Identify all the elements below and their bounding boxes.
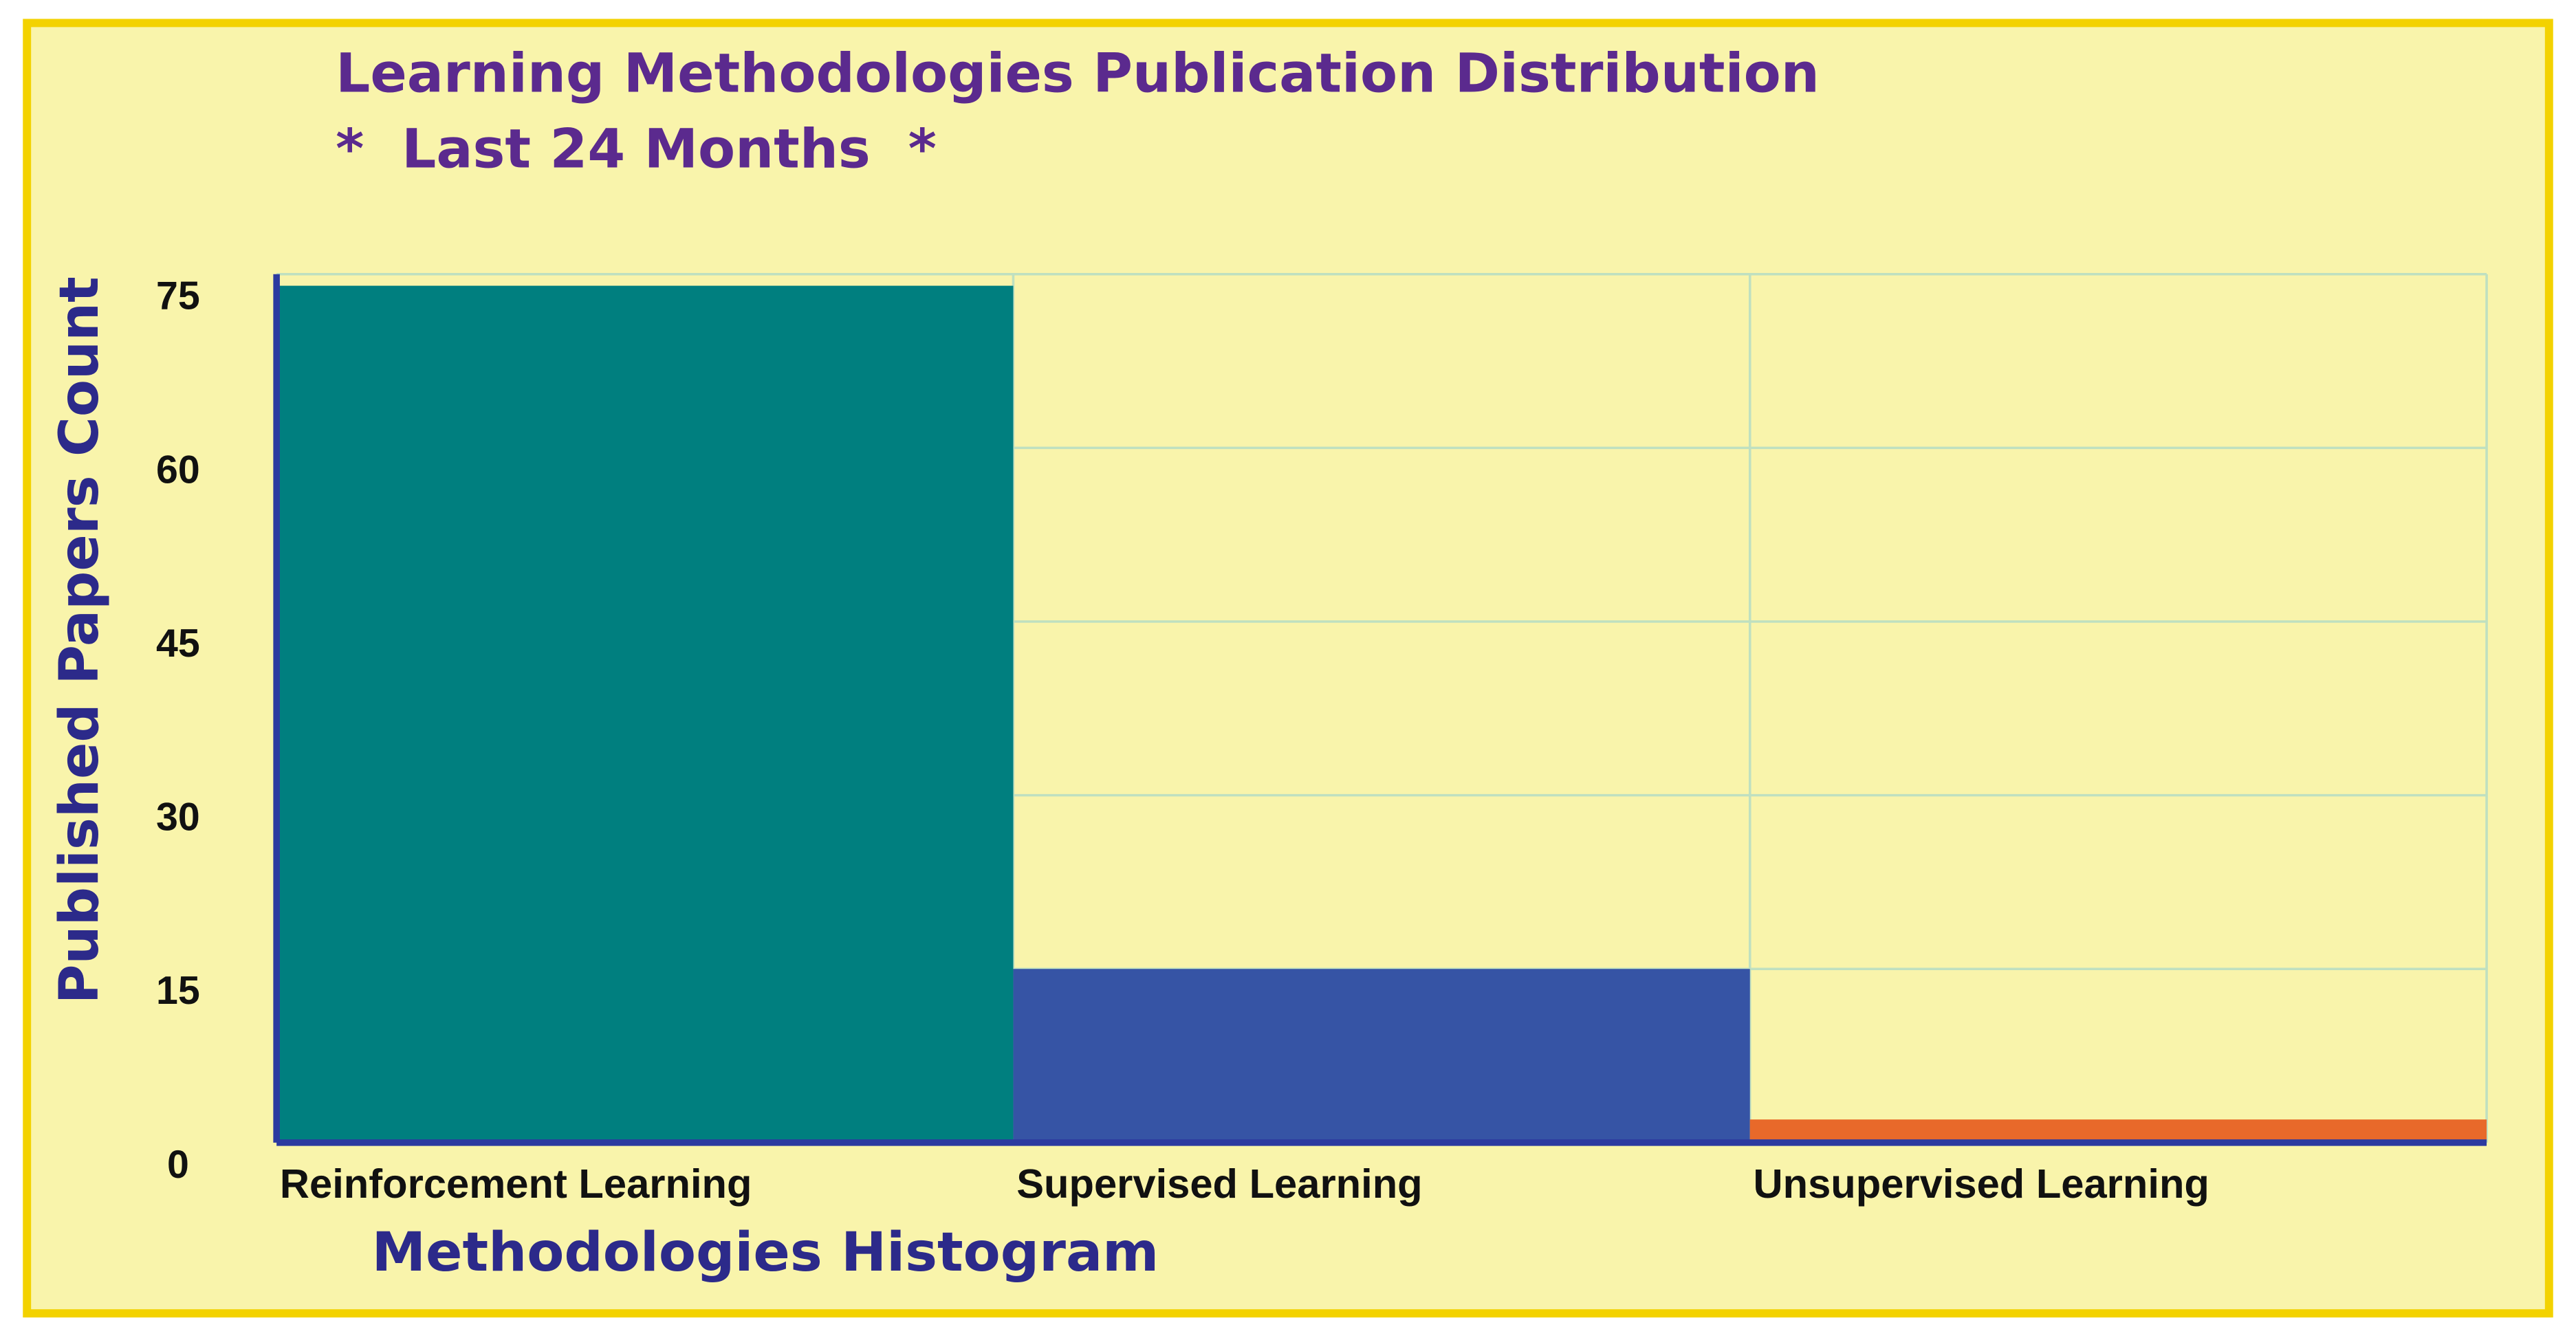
bar bbox=[276, 285, 1014, 1143]
plot-area: 0 15 30 45 60 75 Reinforcement Learning Supervi… bbox=[156, 272, 2488, 1207]
y-tick-label: 30 bbox=[156, 796, 200, 840]
bar bbox=[1749, 1119, 2487, 1143]
y-tick-label: 0 bbox=[167, 1143, 189, 1187]
x-axis-label: Methodologies Histogram bbox=[372, 1220, 1159, 1284]
x-tick-label: Unsupervised Learning bbox=[1754, 1161, 2209, 1207]
y-tick-label: 15 bbox=[156, 969, 200, 1013]
chart-title: Learning Methodologies Publication Distr… bbox=[336, 42, 1820, 105]
x-tick-label: Reinforcement Learning bbox=[280, 1161, 752, 1207]
bar bbox=[1013, 969, 1750, 1143]
y-tick-label: 75 bbox=[156, 274, 200, 318]
y-tick-label: 60 bbox=[156, 448, 200, 492]
y-axis-label: Published Papers Count bbox=[47, 276, 111, 1004]
y-tick-label: 45 bbox=[156, 622, 200, 666]
chart-subtitle: * Last 24 Months * bbox=[336, 118, 937, 181]
x-tick-label: Supervised Learning bbox=[1016, 1161, 1422, 1207]
